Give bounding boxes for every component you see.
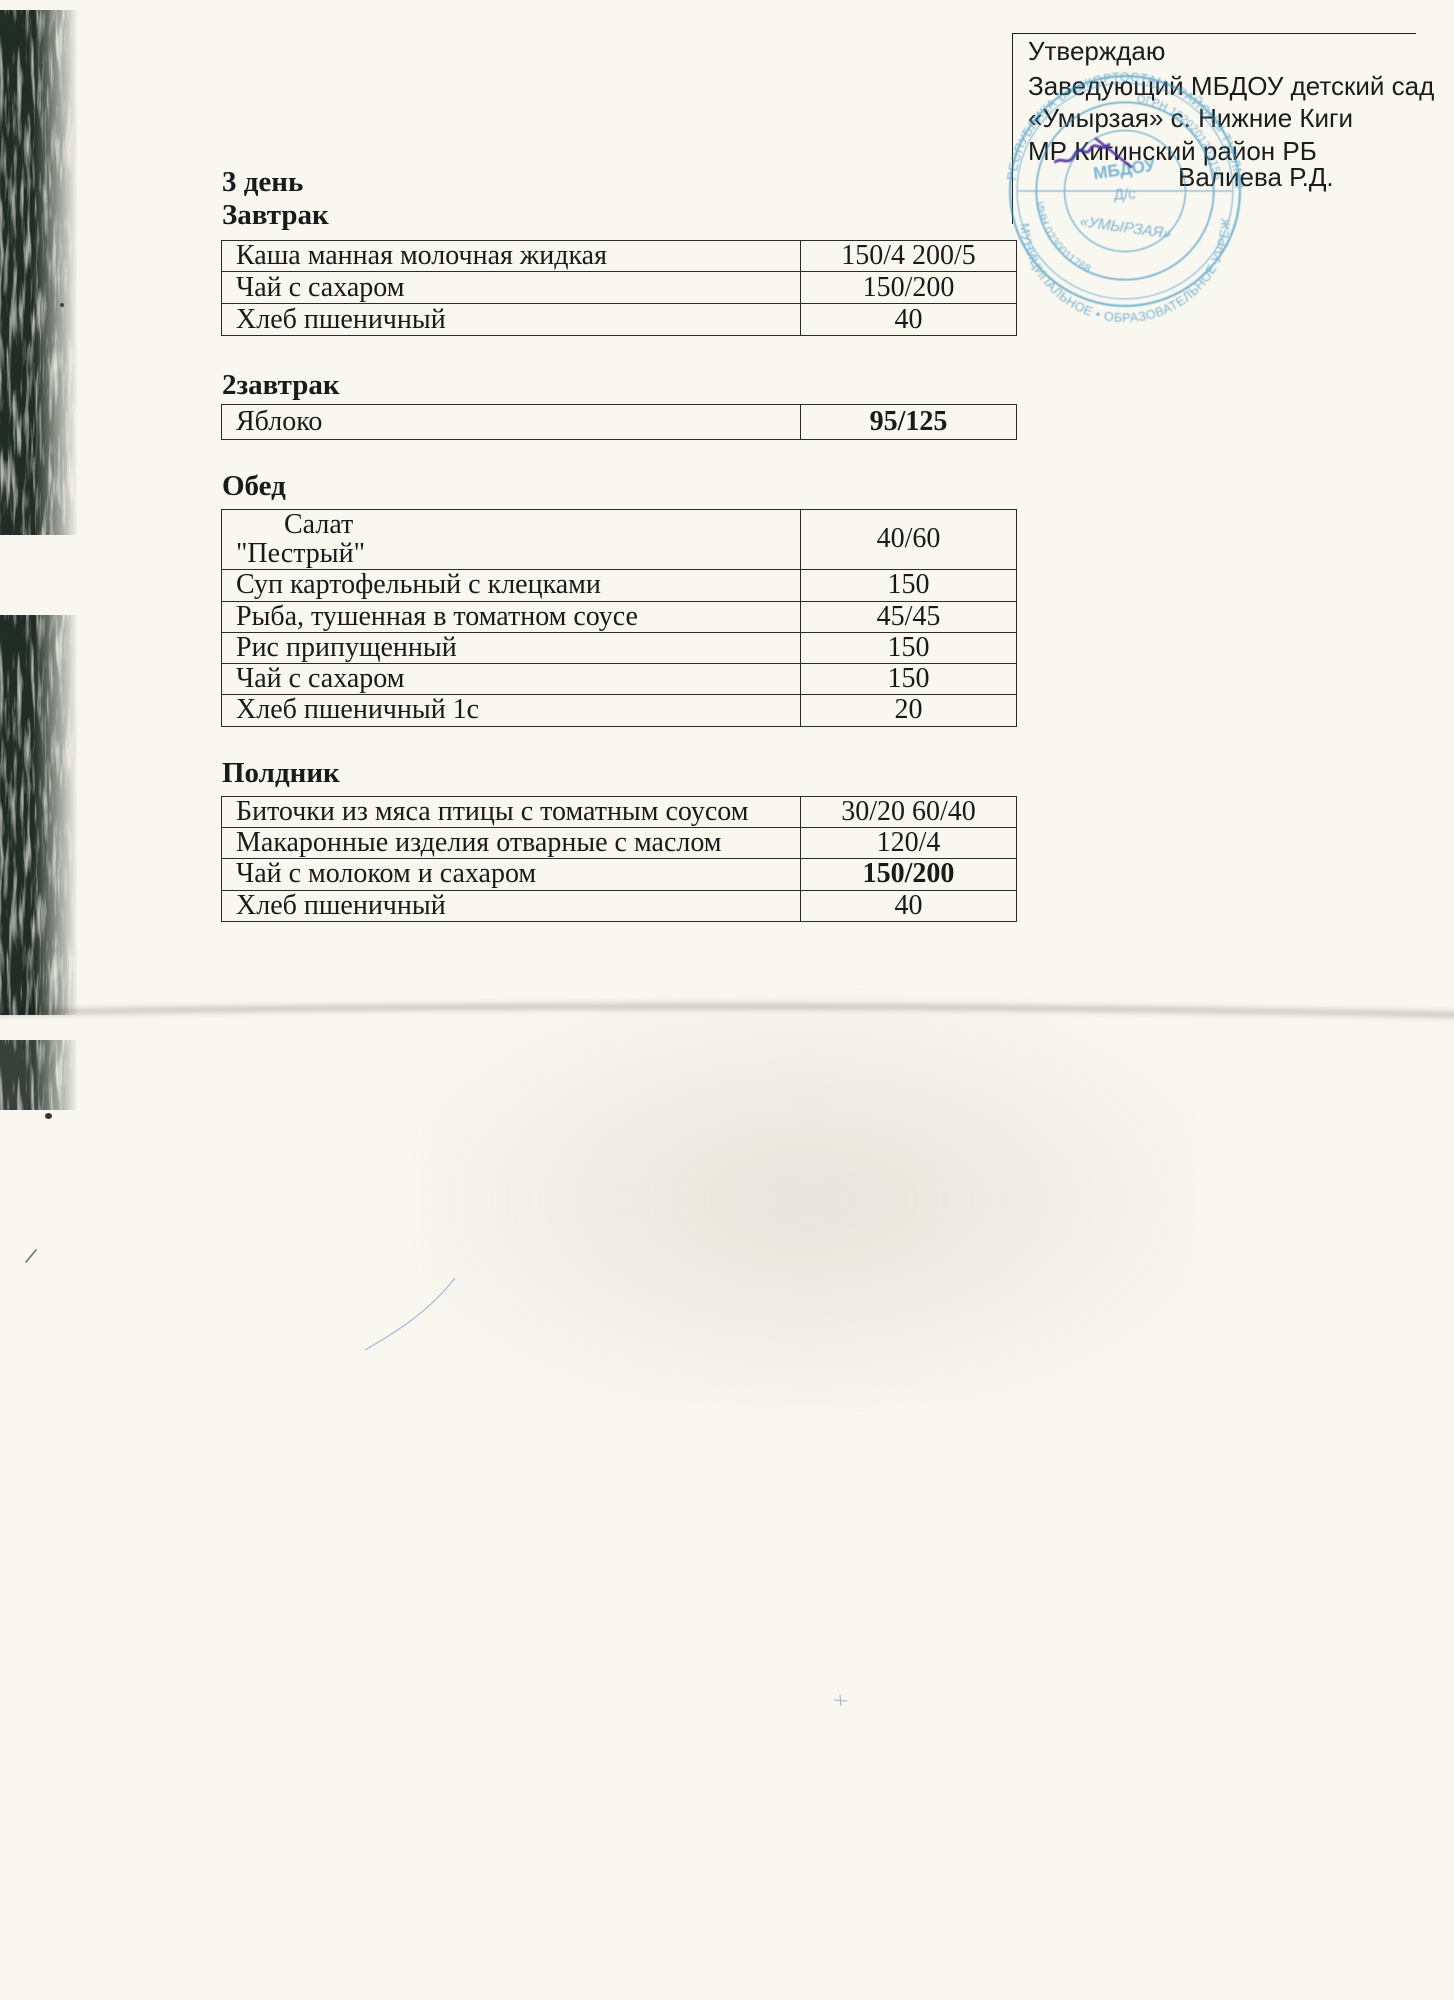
svg-text:МБДОУ: МБДОУ bbox=[1092, 155, 1157, 184]
svg-text:«УМЫРЗАЯ»: «УМЫРЗАЯ» bbox=[1079, 213, 1172, 243]
svg-text:Д/с: Д/с bbox=[1113, 185, 1136, 203]
